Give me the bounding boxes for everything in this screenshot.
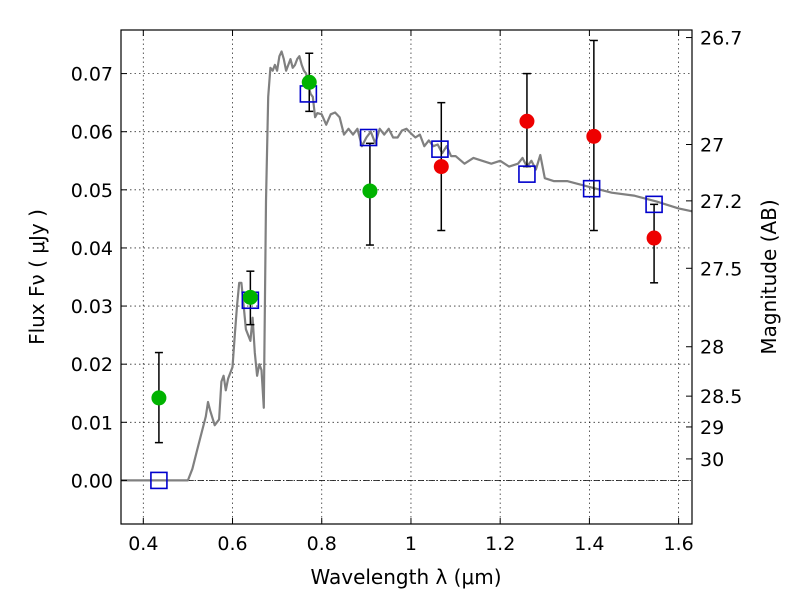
tick-label-layer: 0.4 0.6 0.8 1 1.2 1.4 1.6 0.00 0.01 0.02 0.03 0.04 0…: [71, 28, 743, 555]
y-right-tick-label-1: 27: [700, 134, 724, 156]
y-right-tick-label-4: 28: [700, 337, 724, 359]
x-axis-label: Wavelength λ (μm): [310, 565, 501, 589]
y-tick-label-0: 0.00: [71, 470, 113, 492]
y-tick-label-2: 0.02: [71, 354, 113, 376]
model-point-0: [150, 471, 168, 490]
y-tick-label-4: 0.04: [71, 238, 113, 260]
observed-red-point-2: [586, 128, 602, 144]
x-tick-label-0: 0.4: [128, 533, 158, 555]
y-axis-label: Flux Fν ( μJy ): [25, 209, 49, 345]
y-right-tick-label-6: 29: [700, 417, 724, 439]
x-tick-label-1: 0.6: [217, 533, 247, 555]
y-right-tick-label-7: 30: [700, 449, 724, 471]
y-tick-label-1: 0.01: [71, 412, 113, 434]
marker-layer: [150, 74, 663, 490]
model-point-3: [359, 128, 378, 147]
y-right-tick-label-0: 26.7: [700, 28, 742, 50]
model-spectrum-layer: [121, 50, 693, 482]
y-tick-label-6: 0.06: [71, 122, 113, 144]
model-point-7: [645, 195, 663, 214]
y-right-tick-label-5: 28.5: [700, 386, 742, 408]
observed-red-point-0: [433, 159, 449, 175]
y-right-axis-label: Magnitude (AB): [757, 199, 781, 354]
plot-frame: [120, 29, 693, 525]
y-tick-label-5: 0.05: [71, 180, 113, 202]
y-right-tick-label-2: 27.2: [700, 191, 742, 213]
observed-red-point-3: [646, 230, 662, 246]
y-tick-label-3: 0.03: [71, 296, 113, 318]
model-point-5: [518, 165, 536, 183]
grid-lines: [121, 30, 692, 524]
model-spectrum-line: [121, 50, 693, 482]
y-right-tick-label-3: 27.5: [700, 258, 742, 280]
tick-layer: [121, 30, 692, 524]
y-tick-label-7: 0.07: [71, 64, 113, 86]
observed-green-point-3: [362, 183, 378, 199]
observed-green-point-0: [151, 390, 167, 406]
observed-red-point-1: [519, 113, 535, 129]
observed-green-point-1: [242, 289, 258, 305]
model-point-4: [431, 140, 449, 158]
x-tick-label-3: 1: [405, 533, 417, 555]
x-tick-label-2: 0.8: [307, 533, 337, 555]
x-tick-label-4: 1.2: [485, 533, 515, 555]
x-tick-label-5: 1.4: [574, 533, 604, 555]
model-point-6: [582, 179, 601, 198]
observed-green-point-2: [301, 74, 317, 90]
x-tick-label-6: 1.6: [664, 533, 694, 555]
